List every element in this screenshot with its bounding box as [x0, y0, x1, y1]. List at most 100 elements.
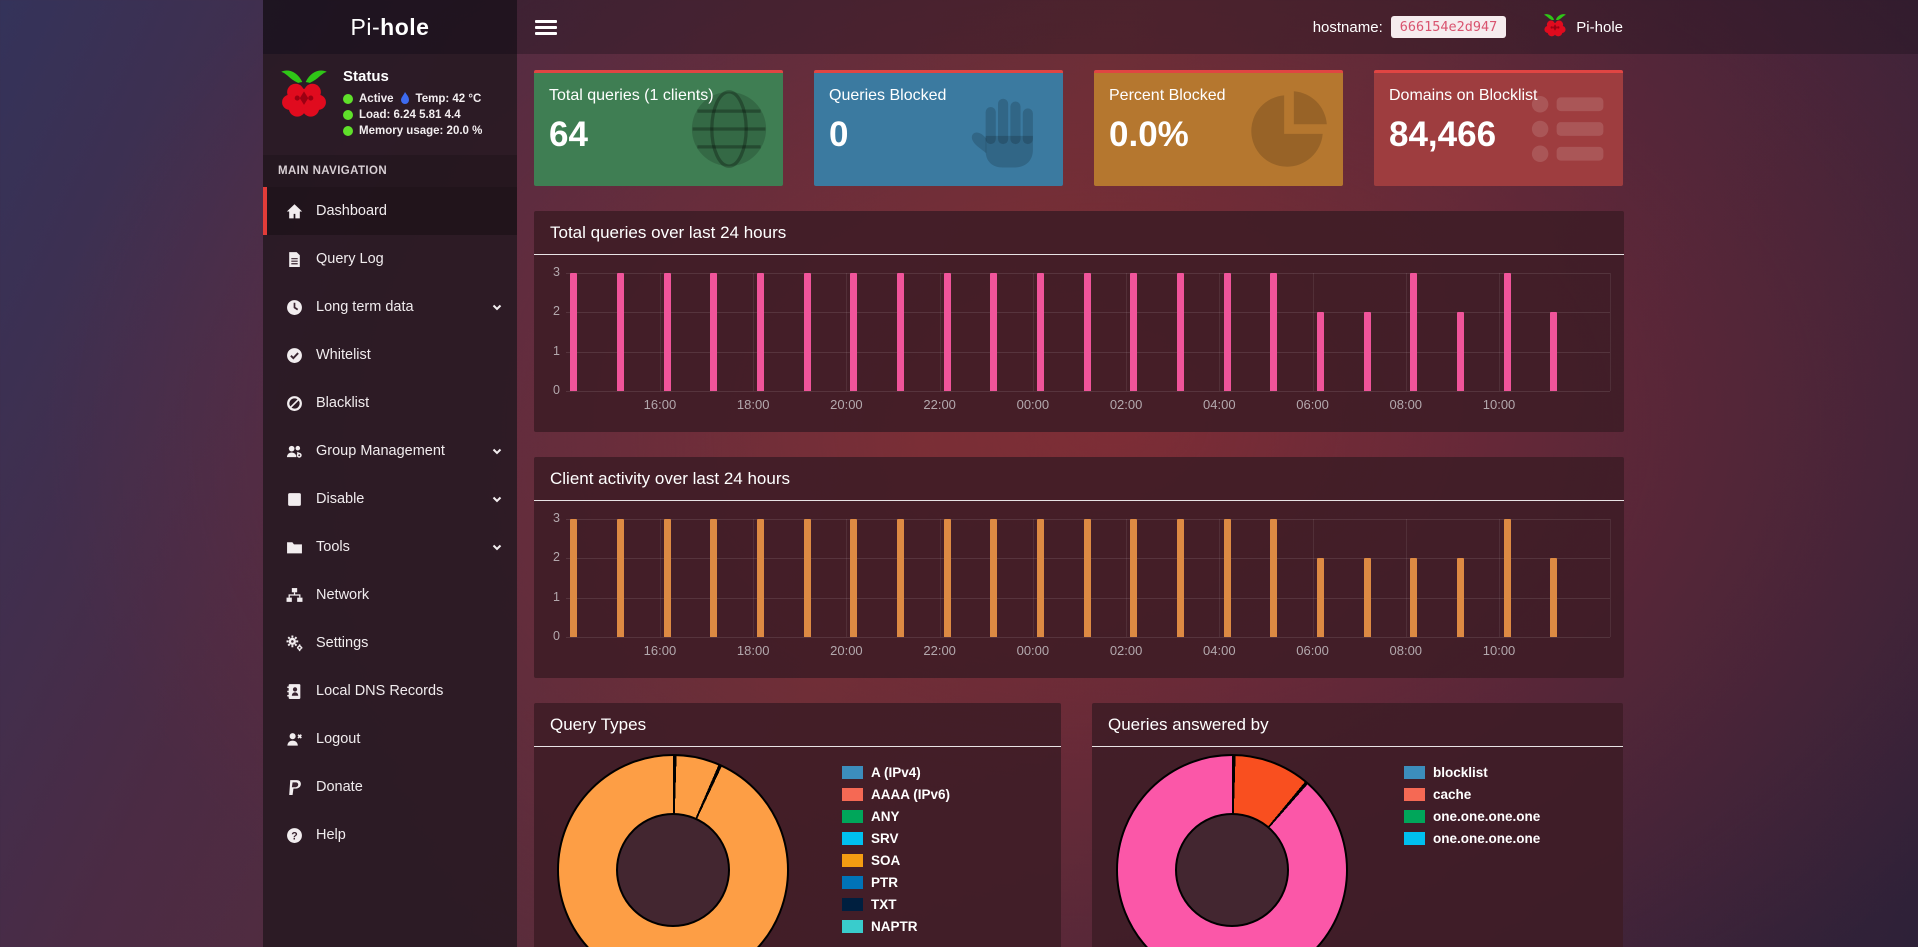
donut-chart[interactable]: [1116, 754, 1348, 947]
bar[interactable]: [1223, 519, 1231, 637]
bar[interactable]: [1223, 273, 1231, 391]
bar[interactable]: [1503, 273, 1511, 391]
sidebar-item-dashboard[interactable]: Dashboard: [263, 187, 517, 235]
bar[interactable]: [663, 519, 671, 637]
bar[interactable]: [1083, 273, 1091, 391]
sidebar-toggle-button[interactable]: [535, 19, 557, 35]
bar[interactable]: [1456, 312, 1464, 391]
legend-item[interactable]: TXT: [842, 893, 950, 915]
legend-label: PTR: [871, 874, 898, 890]
y-axis-tick: 3: [553, 265, 560, 279]
summary-card-percent-blocked[interactable]: Percent Blocked 0.0%: [1094, 70, 1343, 186]
bar[interactable]: [1363, 558, 1371, 637]
summary-card-total-queries-1-clients-[interactable]: Total queries (1 clients) 64: [534, 70, 783, 186]
bar[interactable]: [1316, 312, 1324, 391]
status-line: Active Temp: 42 °C: [343, 92, 482, 105]
bar[interactable]: [850, 519, 858, 637]
home-icon: [286, 203, 303, 220]
bar[interactable]: [943, 273, 951, 391]
sidebar-item-disable[interactable]: Disable: [263, 475, 517, 523]
legend-label: AAAA (IPv6): [871, 786, 951, 802]
x-axis-tick: 04:00: [1203, 397, 1236, 412]
gears-icon: [286, 635, 303, 652]
bar[interactable]: [943, 519, 951, 637]
sidebar-item-query-log[interactable]: Query Log: [263, 235, 517, 283]
bar[interactable]: [710, 273, 718, 391]
legend-item[interactable]: SOA: [842, 849, 950, 871]
bar[interactable]: [1363, 312, 1371, 391]
bar[interactable]: [1036, 273, 1044, 391]
bar[interactable]: [1410, 273, 1418, 391]
sidebar-item-logout[interactable]: Logout: [263, 715, 517, 763]
bar[interactable]: [756, 519, 764, 637]
bar[interactable]: [803, 519, 811, 637]
legend-item[interactable]: one.one.one.one: [1404, 827, 1540, 849]
legend-item[interactable]: NAPTR: [842, 915, 950, 937]
sidebar-item-blacklist[interactable]: Blacklist: [263, 379, 517, 427]
brand-title: Pi-hole: [263, 0, 517, 54]
legend-item[interactable]: blocklist: [1404, 761, 1540, 783]
bar[interactable]: [896, 519, 904, 637]
bar[interactable]: [1270, 273, 1278, 391]
bar[interactable]: [1036, 519, 1044, 637]
sidebar-item-group-management[interactable]: Group Management: [263, 427, 517, 475]
bar[interactable]: [1083, 519, 1091, 637]
bar[interactable]: [1456, 558, 1464, 637]
legend-swatch: [842, 853, 863, 867]
bar[interactable]: [616, 519, 624, 637]
bar[interactable]: [1176, 273, 1184, 391]
sidebar-item-help[interactable]: ? Help: [263, 811, 517, 859]
bar[interactable]: [1550, 312, 1558, 391]
summary-card-queries-blocked[interactable]: Queries Blocked 0: [814, 70, 1063, 186]
sidebar-item-label: Network: [316, 587, 370, 603]
bar[interactable]: [990, 519, 998, 637]
legend-item[interactable]: cache: [1404, 783, 1540, 805]
bar-chart-plot: [566, 519, 1611, 638]
bar[interactable]: [1176, 519, 1184, 637]
legend-item[interactable]: A (IPv4): [842, 761, 950, 783]
legend-item[interactable]: PTR: [842, 871, 950, 893]
sidebar-item-tools[interactable]: Tools: [263, 523, 517, 571]
bar[interactable]: [1130, 273, 1138, 391]
bar[interactable]: [803, 273, 811, 391]
sidebar-item-local-dns-records[interactable]: Local DNS Records: [263, 667, 517, 715]
x-axis-tick: 20:00: [830, 397, 863, 412]
sidebar-item-settings[interactable]: Settings: [263, 619, 517, 667]
summary-card-domains-on-blocklist[interactable]: Domains on Blocklist 84,466: [1374, 70, 1623, 186]
bar[interactable]: [990, 273, 998, 391]
gridline: [1312, 519, 1314, 637]
legend-item[interactable]: ANY: [842, 805, 950, 827]
pihole-raspberry-logo: [277, 66, 331, 124]
x-axis-tick: 08:00: [1389, 397, 1423, 412]
bar[interactable]: [570, 273, 578, 391]
sidebar-item-long-term-data[interactable]: Long term data: [263, 283, 517, 331]
bar[interactable]: [570, 519, 578, 637]
bar[interactable]: [756, 273, 764, 391]
bar[interactable]: [1410, 558, 1418, 637]
bar[interactable]: [710, 519, 718, 637]
bar[interactable]: [1503, 519, 1511, 637]
sidebar-item-donate[interactable]: Donate: [263, 763, 517, 811]
legend-label: NAPTR: [871, 918, 918, 934]
sidebar-item-whitelist[interactable]: Whitelist: [263, 331, 517, 379]
sidebar-item-label: Tools: [316, 539, 350, 555]
bar[interactable]: [1130, 519, 1138, 637]
legend-label: TXT: [871, 896, 897, 912]
bar[interactable]: [1270, 519, 1278, 637]
bar[interactable]: [616, 273, 624, 391]
sidebar-item-network[interactable]: Network: [263, 571, 517, 619]
chart-legend: A (IPv4) AAAA (IPv6) ANY SRV SOA PTR TXT NAPTR: [842, 761, 950, 937]
bar[interactable]: [896, 273, 904, 391]
legend-item[interactable]: SRV: [842, 827, 950, 849]
gridline: [1219, 519, 1221, 637]
legend-item[interactable]: AAAA (IPv6): [842, 783, 950, 805]
bar[interactable]: [1316, 558, 1324, 637]
bar[interactable]: [850, 273, 858, 391]
x-axis-tick: 10:00: [1482, 397, 1516, 412]
donut-chart[interactable]: [557, 754, 789, 947]
bar[interactable]: [663, 273, 671, 391]
total-queries-chart-panel: Total queries over last 24 hours 3 2 1 0 16:…: [534, 211, 1624, 432]
bar[interactable]: [1550, 558, 1558, 637]
legend-item[interactable]: one.one.one.one: [1404, 805, 1540, 827]
clock-icon: [286, 299, 303, 316]
